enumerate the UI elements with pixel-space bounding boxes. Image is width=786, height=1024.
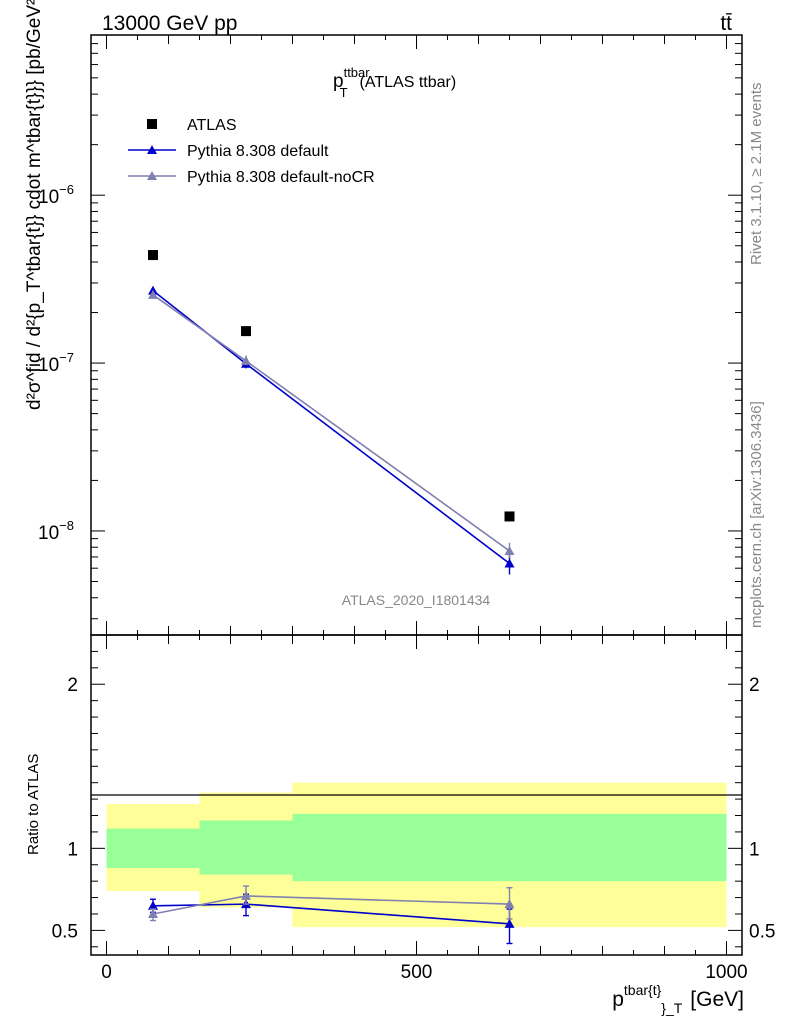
ratio-ylabel: Ratio to ATLAS [25, 754, 42, 855]
main-panel: pttbar T (ATLAS ttbar) ATLAS_2020_I1801434… [38, 34, 743, 636]
site-label: mcplots.cern.ch [arXiv:1306.3436] [748, 401, 765, 628]
energy-label: 13000 GeV pp [102, 12, 237, 35]
ratio-ytick-label-left: 1 [67, 839, 78, 860]
ratio-point-series-1 [148, 908, 158, 918]
ratio-xtick-label: 500 [401, 962, 433, 983]
main-data [148, 250, 515, 575]
legend: ATLAS Pythia 8.308 default Pythia 8.308 de… [128, 117, 375, 186]
ratio-ytick-label-left: 2 [67, 675, 78, 696]
ratio-ytick-label-right: 2 [749, 675, 760, 696]
rivet-label: Rivet 3.1.10, ≥ 2.1M events [748, 83, 765, 266]
green-band-0 [106, 828, 200, 869]
analysis-id: ATLAS_2020_I1801434 [342, 592, 491, 608]
title-sup: ttbar [344, 65, 371, 80]
green-band-1 [199, 820, 293, 875]
ratio-frame [90, 634, 743, 956]
ratio-ytick-label-left: 0.5 [52, 921, 78, 942]
main-axis-ticks: 10−6 10−7 10−8 [38, 34, 742, 635]
ratio-point-series-1 [504, 899, 515, 909]
main-ytick-label: 10−6 [38, 182, 74, 208]
title-tail: (ATLAS ttbar) [360, 74, 457, 91]
main-point-atlas [148, 250, 158, 261]
main-point-atlas [504, 511, 515, 522]
legend-label-0: ATLAS [187, 117, 237, 134]
xlabel-sup: tbar{t} [624, 982, 662, 998]
main-point-series-1 [504, 558, 515, 568]
green-band-2 [292, 813, 727, 882]
xlabel-main: p [612, 988, 624, 1011]
ratio-xtick-label: 1000 [705, 962, 747, 983]
main-point-series-2 [504, 545, 515, 555]
legend-marker-1 [147, 145, 157, 154]
ratio-panel: 0.5 0.5 1 1 2 2 0 500 1000 [52, 634, 775, 983]
legend-marker-atlas [147, 119, 157, 129]
main-ylabel: d²σ^fid / d²{p_T^tbar{t}} cdot m^tbar{t}… [24, 0, 45, 410]
xlabel-tail: [GeV] [690, 988, 744, 1011]
process-label: tt̄ [720, 12, 732, 35]
ratio-ytick-label-right: 0.5 [749, 921, 775, 942]
main-line-series-1 [152, 290, 510, 565]
legend-label-2: Pythia 8.308 default-noCR [187, 169, 375, 186]
legend-label-1: Pythia 8.308 default [187, 143, 329, 160]
main-point-series-2 [241, 355, 251, 365]
ratio-point-series-0 [504, 918, 515, 928]
legend-marker-2 [147, 171, 157, 180]
ratio-data [148, 885, 515, 945]
ratio-axis-ticks: 0.5 0.5 1 1 2 2 0 500 1000 [52, 634, 775, 983]
main-point-atlas [241, 326, 251, 337]
main-point-series-2 [148, 289, 158, 299]
ratio-xtick-label: 0 [101, 962, 112, 983]
main-ytick-label: 10−8 [38, 518, 74, 544]
ratio-point-series-0 [148, 900, 158, 910]
x-axis-label: ptbar{t} }_T [GeV] [612, 982, 744, 1016]
main-line-series-2 [152, 294, 510, 552]
main-ytick-label: 10−7 [38, 350, 74, 376]
title-sub: T [340, 85, 348, 100]
title-main: p [333, 71, 344, 92]
ratio-point-series-1 [241, 890, 251, 900]
xlabel-sub: }_T [661, 1000, 682, 1016]
plot-title: pttbar T (ATLAS ttbar) [333, 65, 456, 100]
ratio-ytick-label-right: 1 [749, 839, 760, 860]
